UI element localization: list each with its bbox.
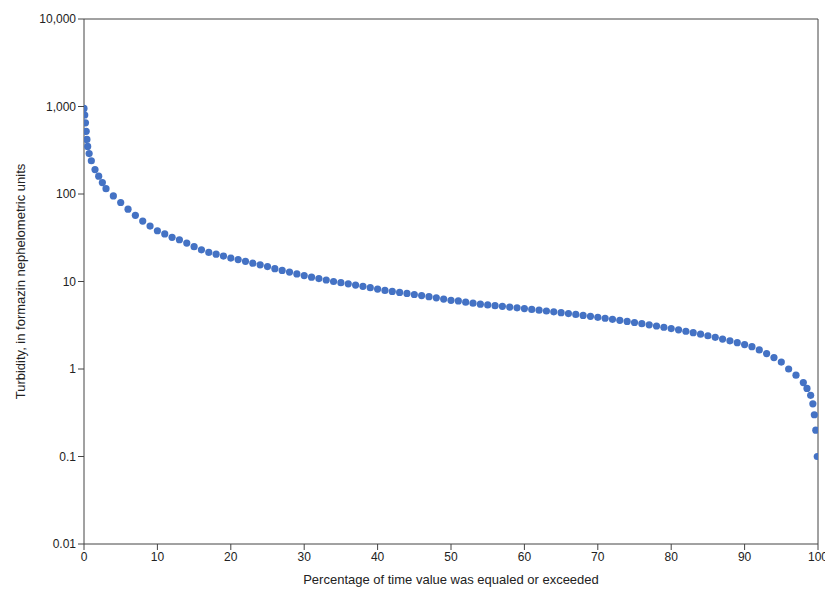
svg-text:10: 10 — [151, 550, 165, 564]
svg-text:1: 1 — [69, 362, 76, 376]
svg-text:70: 70 — [591, 550, 605, 564]
svg-text:10,000: 10,000 — [39, 12, 76, 26]
svg-text:10: 10 — [63, 275, 77, 289]
svg-text:50: 50 — [444, 550, 458, 564]
svg-text:Percentage of time value was e: Percentage of time value was equaled or … — [303, 572, 599, 587]
svg-text:0.01: 0.01 — [53, 537, 77, 551]
svg-text:100: 100 — [56, 187, 76, 201]
svg-text:30: 30 — [298, 550, 312, 564]
svg-text:100: 100 — [808, 550, 825, 564]
svg-text:90: 90 — [738, 550, 752, 564]
svg-text:0.1: 0.1 — [59, 450, 76, 464]
svg-text:Turbidity, in formazin nephelo: Turbidity, in formazin nephelometric uni… — [13, 163, 28, 399]
svg-text:60: 60 — [518, 550, 532, 564]
svg-text:80: 80 — [665, 550, 679, 564]
svg-text:0: 0 — [81, 550, 88, 564]
svg-text:20: 20 — [224, 550, 238, 564]
svg-text:40: 40 — [371, 550, 385, 564]
svg-text:1,000: 1,000 — [46, 100, 76, 114]
